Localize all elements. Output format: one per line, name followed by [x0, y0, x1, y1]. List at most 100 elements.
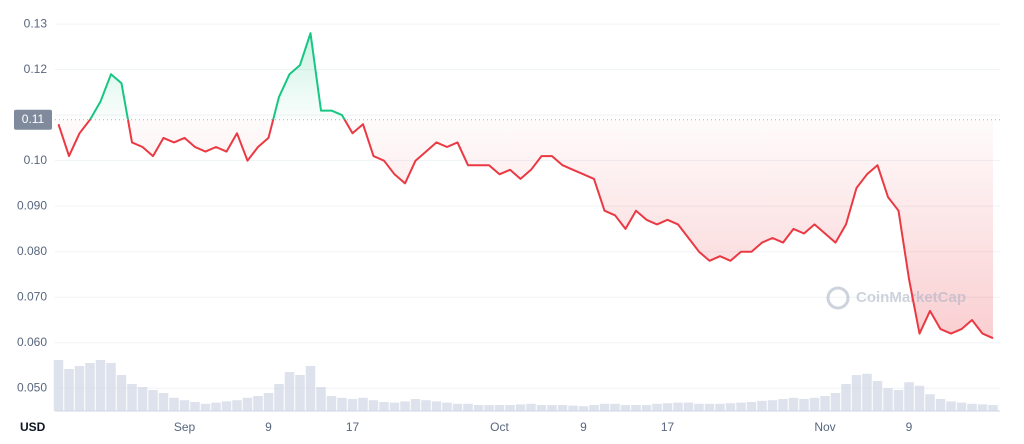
volume-bar: [95, 360, 106, 411]
volume-bar: [925, 394, 935, 411]
volume-bar: [127, 384, 137, 411]
volume-bar: [914, 385, 925, 411]
volume-bar: [295, 375, 305, 411]
x-tick-label: 17: [346, 420, 360, 434]
volume-bar: [452, 403, 463, 411]
grid-layer: 0.13 0.12 0.11 0.10 0.090 0.080 0.070 0.060 0.05…: [17, 16, 1000, 394]
volume-bar: [221, 401, 232, 411]
volume-bar: [169, 397, 179, 411]
volume-bar: [200, 403, 211, 411]
volume-bar: [410, 399, 421, 411]
watermark-text: CoinMarketCap: [856, 289, 966, 306]
volume-bar: [316, 387, 326, 411]
volume-bar: [484, 405, 494, 411]
x-tick-label: 9: [265, 420, 272, 434]
volume-bar: [610, 403, 620, 411]
volume-bar: [337, 397, 347, 411]
price-line: [57, 32, 994, 340]
volume-bar: [379, 402, 389, 411]
volume-bar: [956, 402, 967, 411]
y-tick-label: 0.070: [17, 289, 47, 303]
volume-bar: [736, 402, 746, 411]
volume-bar: [368, 400, 379, 411]
x-tick-label: Sep: [174, 420, 196, 434]
volume-bar: [652, 403, 662, 411]
volume-bar: [620, 405, 631, 411]
volume-bar: [389, 402, 400, 411]
x-tick-label: 9: [580, 420, 587, 434]
volume-bar: [589, 405, 599, 411]
volume-bar: [64, 369, 74, 411]
volume-bar: [662, 403, 673, 411]
volume-bar: [473, 405, 484, 411]
volume-bar: [116, 375, 127, 411]
volume-bar: [872, 381, 883, 411]
x-tick-label: Oct: [490, 420, 509, 434]
volume-bar: [190, 402, 200, 411]
volume-layer: [53, 360, 998, 411]
volume-bar: [347, 399, 358, 411]
x-tick-label: 17: [661, 420, 675, 434]
volume-bar: [505, 405, 515, 411]
volume-bar: [683, 402, 694, 411]
volume-bar: [935, 399, 946, 411]
volume-bar: [326, 396, 337, 411]
volume-bar: [715, 403, 725, 411]
volume-bar: [515, 404, 526, 411]
volume-bar: [820, 396, 830, 411]
y-tick-label: 0.060: [17, 335, 47, 349]
line-layer: [55, 32, 1000, 340]
volume-bar: [841, 384, 851, 411]
currency-label: USD: [20, 420, 46, 434]
volume-bar: [284, 372, 295, 411]
volume-bar: [694, 403, 704, 411]
volume-bar: [746, 402, 757, 411]
volume-bar: [967, 403, 977, 411]
x-tick-label: 9: [906, 420, 913, 434]
volume-bar: [788, 397, 799, 411]
volume-bar: [767, 400, 778, 411]
volume-bar: [725, 403, 736, 411]
volume-bar: [568, 405, 578, 411]
volume-bar: [862, 373, 872, 411]
volume-bar: [253, 396, 263, 411]
volume-bar: [799, 399, 809, 411]
volume-bar: [599, 403, 610, 411]
volume-bar: [883, 388, 893, 411]
watermark-logo: [826, 286, 850, 310]
volume-bar: [494, 405, 505, 411]
volume-bar: [421, 400, 431, 411]
volume-bar: [358, 397, 368, 411]
volume-bar: [179, 400, 190, 411]
volume-bar: [536, 405, 547, 411]
volume-bar: [757, 400, 767, 411]
label-layer: Sep 9 17 Oct 9 17 Nov 9 0.11: [14, 109, 913, 434]
volume-bar: [305, 366, 316, 411]
volume-bar: [274, 384, 284, 411]
baseline-badge: [14, 109, 52, 130]
volume-bar: [263, 393, 274, 411]
volume-bar: [830, 393, 841, 411]
area-layer: [58, 33, 993, 339]
volume-bar: [988, 405, 998, 411]
volume-bar: [904, 382, 914, 411]
price-area: [58, 33, 993, 339]
volume-bar: [53, 360, 64, 411]
y-tick-label: 0.090: [17, 198, 47, 212]
volume-bar: [431, 401, 442, 411]
y-tick-label: 0.13: [24, 16, 48, 30]
volume-bar: [557, 405, 568, 411]
volume-bar: [641, 405, 652, 411]
volume-bar: [137, 387, 148, 411]
volume-bar: [893, 390, 904, 411]
volume-bar: [851, 375, 862, 411]
volume-bar: [242, 397, 253, 411]
volume-bar: [211, 402, 221, 411]
y-tick-label: 0.12: [24, 62, 48, 76]
baseline-label: 0.11: [22, 112, 45, 126]
volume-bar: [778, 399, 788, 411]
volume-bar: [547, 405, 557, 411]
volume-bar: [106, 363, 116, 411]
volume-bar: [442, 402, 452, 411]
volume-bar: [946, 401, 956, 411]
